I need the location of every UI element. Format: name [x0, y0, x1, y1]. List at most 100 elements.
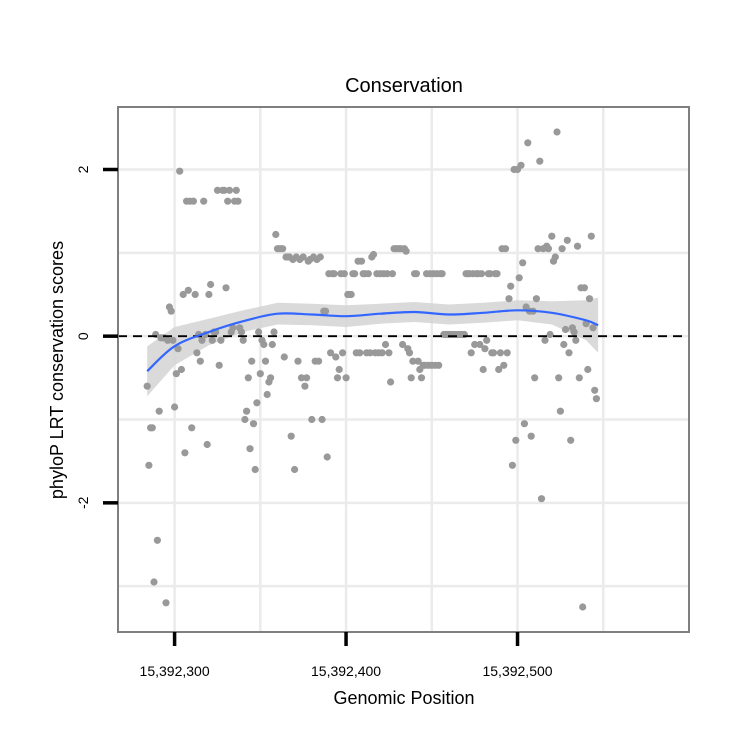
data-point [565, 349, 573, 357]
data-point [489, 349, 498, 357]
data-point [579, 603, 587, 611]
data-point [405, 349, 414, 357]
data-point [188, 424, 196, 432]
data-point [150, 578, 158, 586]
smoothed-trend-line [146, 309, 599, 373]
y-axis: -2 0 2 [75, 165, 118, 509]
data-point [520, 420, 529, 428]
data-point [299, 253, 307, 261]
data-points [143, 128, 601, 611]
data-point [585, 295, 594, 303]
data-point [414, 357, 422, 365]
data-point [174, 345, 182, 353]
data-point [560, 340, 568, 349]
data-point [531, 374, 539, 382]
data-point [145, 461, 153, 469]
confidence-ribbon [147, 297, 599, 397]
data-point [496, 349, 504, 357]
data-point [164, 336, 172, 344]
data-point [225, 186, 234, 194]
smooth-line [146, 309, 599, 373]
data-point [387, 378, 395, 386]
data-point [196, 357, 204, 365]
data-point [517, 161, 525, 169]
data-point [239, 336, 247, 344]
data-point [534, 245, 542, 253]
data-point [335, 365, 343, 374]
data-point [191, 290, 199, 299]
data-point [553, 128, 561, 136]
data-point [291, 465, 299, 474]
data-point [301, 382, 309, 390]
data-point [270, 328, 278, 336]
data-point [203, 440, 211, 449]
data-point [213, 186, 222, 194]
data-point [303, 374, 311, 382]
x-axis: 15,392,300 15,392,400 15,392,500 [140, 632, 553, 679]
data-point [546, 330, 554, 339]
data-point [200, 197, 208, 205]
data-point [467, 349, 475, 357]
data-point [297, 374, 306, 382]
data-point [287, 432, 295, 440]
data-point [508, 461, 516, 469]
data-point [193, 349, 201, 357]
data-point [315, 357, 323, 365]
data-point [215, 361, 223, 369]
data-point [321, 307, 330, 315]
x-tick-label: 15,392,400 [311, 663, 381, 679]
data-point [356, 349, 364, 357]
data-point [205, 290, 213, 299]
data-point [512, 436, 520, 444]
data-point [340, 270, 348, 278]
data-point [171, 403, 179, 411]
data-point [493, 270, 501, 278]
data-point [176, 167, 184, 175]
data-point [364, 270, 372, 278]
data-point [148, 424, 156, 432]
data-point [330, 270, 338, 278]
data-point [280, 353, 288, 361]
data-point [327, 349, 335, 357]
data-point [332, 353, 340, 361]
data-point [537, 495, 546, 503]
x-tick-label: 15,392,500 [482, 663, 552, 679]
data-point [234, 197, 242, 205]
data-point [503, 349, 511, 357]
data-point [232, 186, 240, 194]
data-point [471, 340, 479, 349]
gridlines [118, 107, 689, 632]
data-point [501, 245, 510, 253]
data-point [237, 328, 246, 336]
data-point [369, 250, 378, 259]
data-point [241, 415, 249, 424]
data-point [378, 349, 386, 357]
y-axis-title: phyloP LRT conservation scores [47, 241, 67, 499]
data-point [162, 599, 170, 607]
data-point [587, 232, 595, 240]
data-point [592, 395, 601, 403]
plot-panel-border [117, 106, 690, 633]
data-point [383, 270, 391, 278]
data-point [567, 436, 575, 444]
data-point [548, 232, 556, 240]
data-point [255, 328, 263, 336]
data-point [318, 415, 326, 424]
data-point [323, 453, 331, 461]
data-point [544, 245, 553, 253]
data-point [217, 336, 225, 344]
data-point [248, 357, 256, 365]
data-point [243, 407, 251, 415]
data-point [417, 374, 426, 382]
data-point [556, 407, 565, 415]
data-point [179, 290, 187, 299]
data-point [580, 284, 589, 292]
data-point [541, 336, 549, 344]
data-point [172, 370, 180, 378]
data-point [169, 336, 177, 344]
data-point [251, 465, 259, 474]
data-point [486, 270, 494, 278]
data-point [177, 365, 185, 374]
data-point [558, 245, 566, 253]
